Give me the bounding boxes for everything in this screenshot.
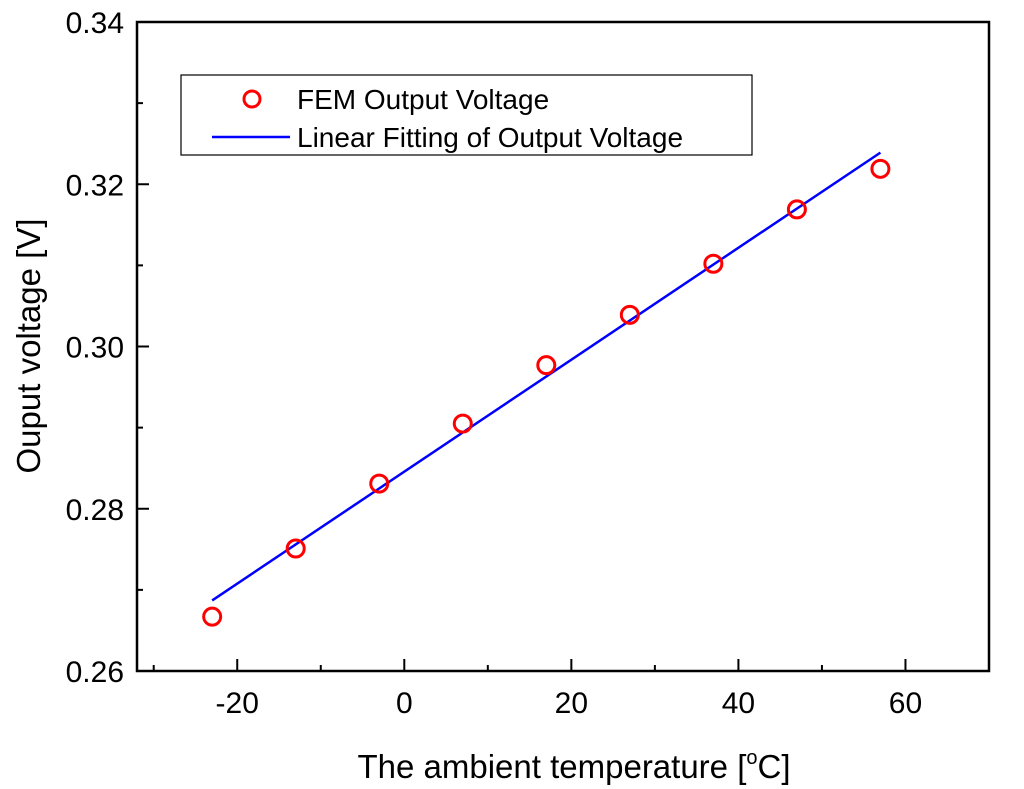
data-point [870, 158, 891, 179]
x-axis-label: The ambient temperature [oC] [358, 747, 791, 785]
axis-ticks [137, 21, 990, 672]
x-axis-label-degree: o [746, 747, 757, 769]
y-axis-label: Ouput voltage [V] [10, 219, 47, 474]
tick-labels: -20 0 20 40 60 0.26 0.28 0.30 0.32 0.34 [66, 7, 923, 720]
y-tick-label: 0.26 [66, 656, 124, 689]
y-tick-label: 0.28 [66, 494, 124, 527]
fit-line-layer [211, 151, 882, 602]
y-tick-label: 0.34 [66, 7, 124, 40]
legend-label-fem: FEM Output Voltage [297, 84, 549, 115]
data-point [369, 473, 390, 494]
y-tick-label: 0.32 [66, 169, 124, 202]
y-tick-label: 0.30 [66, 332, 124, 365]
legend-label-fit: Linear Fitting of Output Voltage [297, 122, 683, 153]
x-tick-label: -20 [216, 687, 259, 720]
data-point [285, 538, 306, 559]
marker-layer [202, 158, 891, 627]
data-point [536, 355, 557, 376]
x-tick-label: 60 [889, 687, 922, 720]
data-point [619, 304, 640, 325]
data-point [703, 253, 724, 274]
legend-box [180, 74, 753, 156]
x-tick-label: 0 [396, 687, 413, 720]
data-point [786, 199, 807, 220]
data-point [452, 413, 473, 434]
legend: FEM Output Voltage Linear Fitting of Out… [180, 74, 753, 156]
x-tick-label: 20 [555, 687, 588, 720]
x-tick-label: 40 [722, 687, 755, 720]
data-point [202, 606, 223, 627]
legend-marker-fem [242, 89, 262, 109]
fit-line [211, 151, 882, 602]
